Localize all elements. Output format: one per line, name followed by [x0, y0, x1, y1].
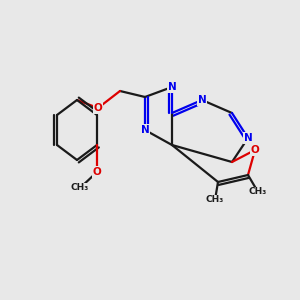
Text: N: N — [168, 82, 176, 92]
Text: N: N — [198, 95, 206, 105]
Text: CH₃: CH₃ — [249, 188, 267, 196]
Text: N: N — [244, 133, 252, 143]
Text: N: N — [141, 125, 149, 135]
Text: O: O — [250, 145, 260, 155]
Text: O: O — [93, 167, 101, 177]
Text: O: O — [94, 103, 102, 113]
Text: CH₃: CH₃ — [71, 184, 89, 193]
Text: CH₃: CH₃ — [206, 196, 224, 205]
